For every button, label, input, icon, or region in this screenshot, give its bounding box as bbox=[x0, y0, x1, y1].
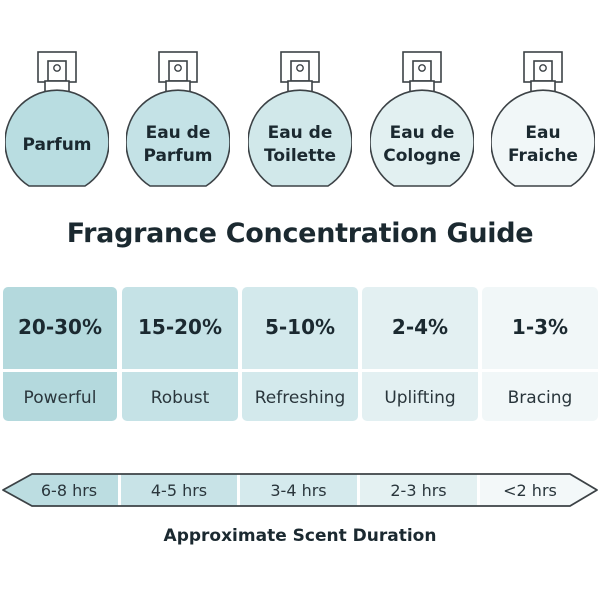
perfume-bottle-icon bbox=[248, 51, 352, 187]
page-title: Fragrance Concentration Guide bbox=[66, 218, 534, 249]
bottle-eau-fraiche: Eau Fraiche bbox=[491, 50, 595, 194]
concentration-column-eau-de-parfum: 15-20% Robust bbox=[122, 287, 238, 421]
duration-label: 2-3 hrs bbox=[390, 480, 447, 500]
perfume-bottle-icon bbox=[370, 51, 474, 187]
bottle-eau-de-toilette: Eau de Toilette bbox=[248, 50, 352, 194]
concentration-column-eau-de-cologne: 2-4% Uplifting bbox=[362, 287, 478, 421]
bottle-label: Eau de Parfum bbox=[143, 123, 213, 166]
bottle-parfum: Parfum bbox=[5, 50, 109, 194]
bottles-row: Parfum Eau de Parfum Eau de Toilette bbox=[0, 0, 600, 200]
bottle-eau-de-parfum: Eau de Parfum bbox=[126, 50, 230, 194]
bottle-label: Eau Fraiche bbox=[508, 123, 578, 166]
concentration-percent: 20-30% bbox=[17, 314, 102, 339]
perfume-bottle-icon bbox=[5, 51, 109, 187]
duration-caption: Approximate Scent Duration bbox=[163, 526, 437, 546]
bottle-label: Parfum bbox=[22, 134, 92, 155]
concentration-description: Powerful bbox=[3, 369, 117, 421]
concentration-description: Robust bbox=[122, 369, 238, 421]
bottle-eau-de-cologne: Eau de Cologne bbox=[370, 50, 474, 194]
concentration-percent: 2-4% bbox=[391, 314, 449, 339]
concentration-column-parfum: 20-30% Powerful bbox=[3, 287, 117, 421]
concentration-description: Bracing bbox=[482, 369, 598, 421]
duration-label: <2 hrs bbox=[503, 480, 557, 500]
concentration-description: Refreshing bbox=[242, 369, 358, 421]
duration-label: 4-5 hrs bbox=[150, 480, 208, 500]
concentration-percent: 5-10% bbox=[264, 314, 336, 339]
concentration-column-eau-fraiche: 1-3% Bracing bbox=[482, 287, 598, 421]
concentration-percent: 15-20% bbox=[137, 314, 222, 339]
perfume-bottle-icon bbox=[491, 51, 595, 187]
bottle-label: Eau de Cologne bbox=[383, 123, 461, 166]
concentration-grid: 20-30% Powerful 15-20% Robust 5-10% Refr… bbox=[0, 287, 600, 421]
concentration-column-eau-de-toilette: 5-10% Refreshing bbox=[242, 287, 358, 421]
duration-label: 3-4 hrs bbox=[270, 480, 327, 500]
concentration-percent: 1-3% bbox=[511, 314, 569, 339]
duration-label: 6-8 hrs bbox=[40, 480, 98, 500]
duration-arrow-icon bbox=[2, 473, 598, 507]
bottle-label: Eau de Toilette bbox=[264, 123, 336, 166]
perfume-bottle-icon bbox=[126, 51, 230, 187]
concentration-description: Uplifting bbox=[362, 369, 478, 421]
